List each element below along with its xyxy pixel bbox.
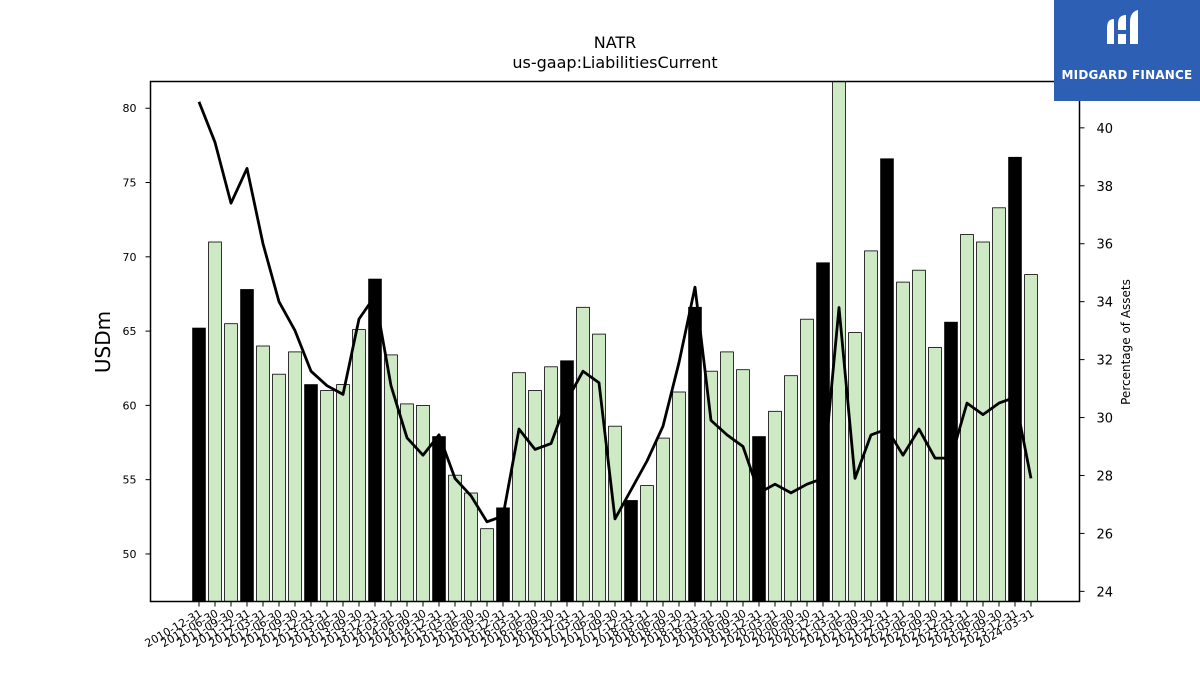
bar (208, 241, 222, 602)
bar (272, 373, 286, 602)
bar (224, 323, 238, 602)
bar (656, 437, 670, 602)
y-tick-label: 60 (123, 399, 137, 412)
bar (496, 507, 510, 602)
chart-subtitle: us-gaap:LiabilitiesCurrent (512, 53, 717, 72)
y2-axis: 24 26 28 30 32 34 36 38 40 (1079, 122, 1114, 600)
bar (240, 289, 254, 602)
bar (304, 384, 318, 602)
y-tick-label: 80 (123, 102, 137, 115)
y2-tick-label: 38 (1097, 180, 1114, 195)
bar (944, 321, 958, 602)
bar (800, 318, 814, 602)
bar (192, 327, 206, 602)
bar (512, 372, 526, 602)
logo-text: MIDGARD FINANCE (1061, 68, 1193, 82)
bar (1024, 274, 1038, 602)
bar (784, 375, 798, 602)
y-tick-label: 70 (123, 251, 137, 264)
y2-tick-label: 28 (1097, 469, 1114, 484)
bar (336, 384, 350, 602)
y2-tick-label: 34 (1097, 296, 1114, 311)
series-line (197, 101, 1033, 524)
y-tick-label: 65 (123, 325, 137, 338)
bar (672, 391, 686, 602)
bar (544, 366, 558, 602)
bar (976, 241, 990, 602)
bar (896, 281, 910, 602)
bar (864, 250, 878, 602)
bar (928, 346, 942, 602)
bar (576, 306, 590, 602)
y-tick-label: 55 (123, 474, 137, 487)
bar (288, 351, 302, 602)
bar (768, 410, 782, 602)
y2-tick-label: 24 (1097, 585, 1114, 600)
logo-box: MIDGARD FINANCE (1054, 0, 1200, 101)
bar (320, 390, 334, 602)
bar (688, 306, 702, 602)
bar (592, 333, 606, 602)
bar (256, 345, 270, 602)
bar (352, 329, 366, 602)
y2-tick-label: 36 (1097, 238, 1114, 253)
bar (736, 369, 750, 602)
bar (1008, 156, 1022, 602)
bar (384, 354, 398, 602)
bar (448, 474, 462, 602)
bar (464, 492, 478, 602)
y2-axis-label: Percentage of Assets (1119, 279, 1133, 405)
line-layer (197, 101, 1033, 524)
y-tick-label: 50 (123, 548, 137, 561)
bar (560, 360, 574, 602)
bar (880, 158, 894, 602)
bar (704, 370, 718, 602)
bar (752, 436, 766, 602)
y-axis: 50 55 60 65 70 75 80 (123, 102, 151, 561)
y-axis-label: USDm (91, 311, 115, 373)
y2-tick-label: 26 (1097, 527, 1114, 542)
bar (480, 528, 494, 602)
y2-tick-label: 30 (1097, 412, 1114, 427)
y2-tick-label: 40 (1097, 122, 1114, 137)
chart-title: NATR (594, 33, 637, 52)
y-tick-label: 75 (123, 177, 137, 190)
bar (640, 485, 654, 602)
bar (432, 436, 446, 602)
bar (416, 404, 430, 602)
bars-layer (192, 81, 1038, 602)
bar (528, 390, 542, 602)
bar (720, 351, 734, 602)
bar (624, 500, 638, 602)
logo-mark-icon (1107, 10, 1138, 44)
y2-tick-label: 32 (1097, 354, 1114, 369)
x-axis: 2010-12-312011-06-302011-09-302011-12-31… (143, 601, 1037, 650)
